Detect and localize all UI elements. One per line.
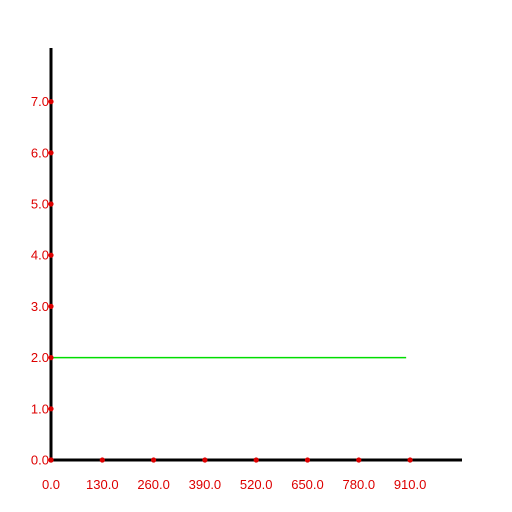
x-tick-label: 910.0 — [394, 477, 427, 492]
y-tick-mark — [48, 303, 54, 309]
y-tick-label: 0.0 — [31, 453, 49, 468]
axes — [49, 48, 462, 462]
y-tick-mark — [48, 150, 54, 156]
y-tick-label: 2.0 — [31, 350, 49, 365]
x-tick-label: 780.0 — [343, 477, 376, 492]
y-tick-label: 1.0 — [31, 401, 49, 416]
x-tick-label: 0.0 — [42, 477, 60, 492]
x-tick-label: 390.0 — [189, 477, 222, 492]
y-tick-mark — [48, 355, 54, 361]
x-tick-label: 520.0 — [240, 477, 273, 492]
y-tick-mark — [48, 406, 54, 412]
y-tick-mark — [48, 457, 54, 463]
y-tick-label: 5.0 — [31, 197, 49, 212]
x-tick-mark — [304, 457, 311, 463]
y-tick-mark — [48, 99, 54, 105]
x-tick-label: 650.0 — [291, 477, 324, 492]
y-tick-mark — [48, 201, 54, 207]
x-tick-mark — [99, 457, 105, 463]
x-tick-label: 260.0 — [137, 477, 170, 492]
ticks-layer: 0.0 130.0 260.0 390.0 520.0 650.0 780.0 910.0 0.… — [31, 94, 426, 492]
x-tick-mark — [202, 457, 208, 463]
x-tick-mark — [356, 457, 362, 463]
y-tick-label: 3.0 — [31, 299, 49, 314]
x-tick-mark — [151, 457, 157, 463]
y-tick-label: 4.0 — [31, 248, 49, 263]
y-tick-label: 7.0 — [31, 94, 49, 109]
y-tick-label: 6.0 — [31, 145, 49, 160]
x-tick-mark — [407, 457, 413, 463]
y-tick-mark — [48, 252, 54, 258]
x-tick-label: 130.0 — [86, 477, 119, 492]
x-tick-mark — [253, 457, 259, 463]
